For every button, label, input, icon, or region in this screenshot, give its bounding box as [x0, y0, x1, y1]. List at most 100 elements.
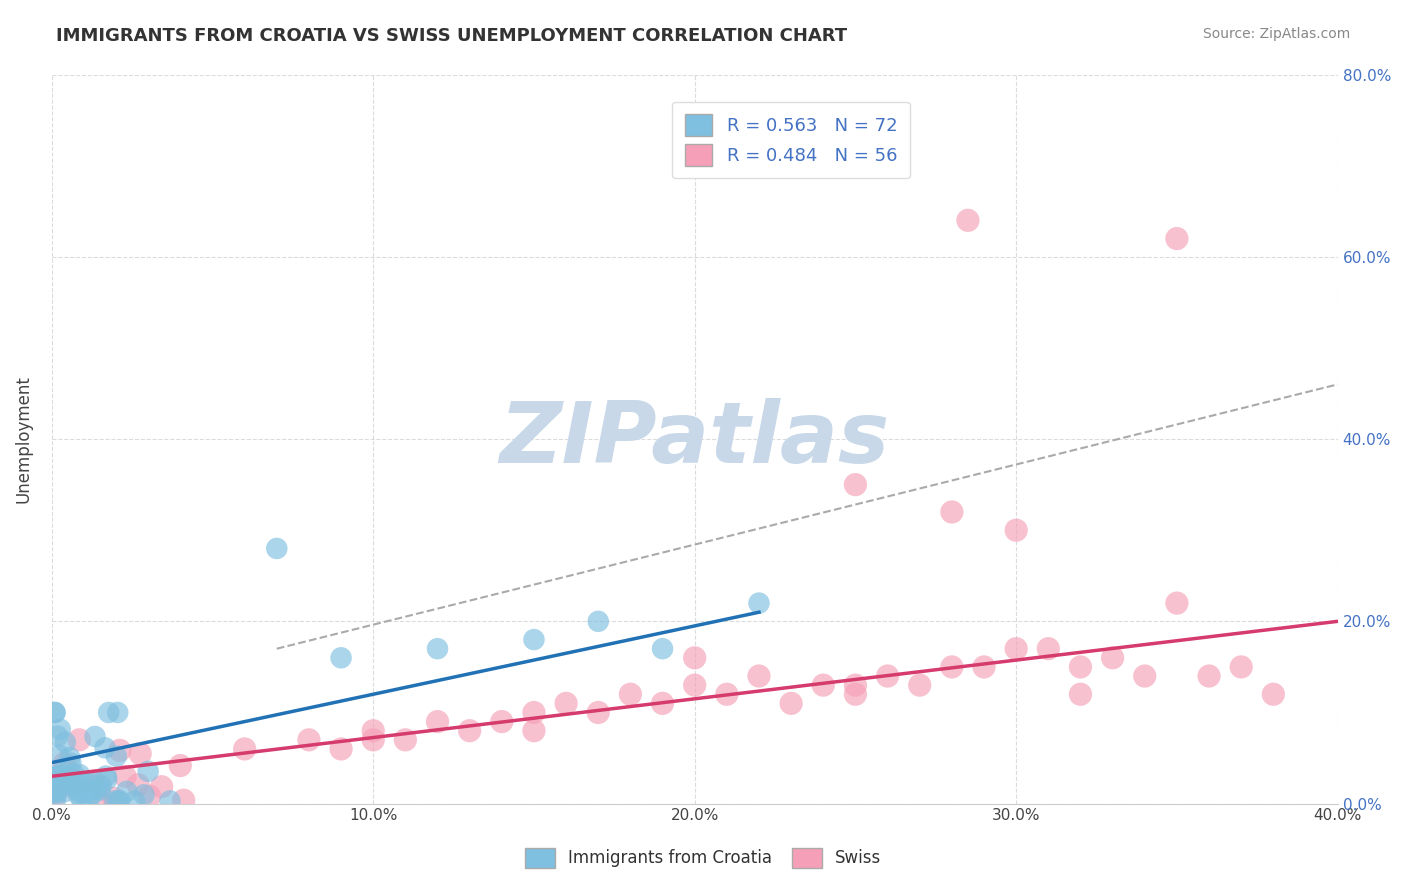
Point	[67, 788, 90, 802]
Point	[69, 784, 91, 798]
Point	[69, 767, 91, 781]
Point	[973, 660, 995, 674]
Point	[426, 714, 449, 729]
Point	[49, 778, 72, 792]
Point	[114, 769, 136, 783]
Point	[46, 782, 69, 797]
Point	[586, 706, 609, 720]
Point	[941, 660, 963, 674]
Point	[107, 706, 129, 720]
Y-axis label: Unemployment: Unemployment	[15, 376, 32, 503]
Point	[1101, 650, 1123, 665]
Point	[56, 777, 79, 791]
Point	[1166, 231, 1188, 245]
Point	[86, 782, 108, 797]
Point	[49, 723, 72, 737]
Point	[361, 723, 384, 738]
Point	[90, 779, 112, 793]
Point	[44, 789, 66, 803]
Point	[150, 780, 173, 794]
Point	[458, 723, 481, 738]
Point	[97, 706, 120, 720]
Point	[136, 764, 159, 779]
Point	[173, 793, 195, 807]
Point	[53, 756, 76, 771]
Point	[748, 669, 770, 683]
Point	[813, 678, 835, 692]
Point	[124, 794, 146, 808]
Legend: R = 0.563   N = 72, R = 0.484   N = 56: R = 0.563 N = 72, R = 0.484 N = 56	[672, 102, 910, 178]
Point	[82, 787, 104, 801]
Point	[70, 794, 93, 808]
Point	[361, 732, 384, 747]
Point	[132, 788, 155, 802]
Point	[44, 706, 66, 720]
Point	[58, 773, 80, 788]
Point	[683, 678, 706, 692]
Point	[169, 758, 191, 772]
Point	[76, 785, 98, 799]
Point	[44, 794, 66, 808]
Point	[53, 784, 76, 798]
Point	[716, 687, 738, 701]
Point	[129, 747, 152, 761]
Point	[1166, 596, 1188, 610]
Point	[94, 740, 117, 755]
Point	[586, 615, 609, 629]
Point	[107, 794, 129, 808]
Point	[523, 632, 546, 647]
Point	[83, 774, 105, 789]
Point	[115, 784, 138, 798]
Point	[941, 505, 963, 519]
Point	[1230, 660, 1253, 674]
Point	[159, 794, 181, 808]
Point	[77, 773, 100, 788]
Point	[844, 687, 866, 701]
Point	[79, 777, 101, 791]
Point	[59, 750, 82, 764]
Point	[1038, 641, 1060, 656]
Point	[330, 742, 353, 756]
Point	[104, 794, 127, 808]
Point	[59, 770, 82, 784]
Point	[298, 732, 321, 747]
Point	[138, 789, 160, 804]
Point	[96, 772, 118, 787]
Point	[48, 747, 70, 762]
Point	[59, 756, 82, 771]
Point	[127, 778, 149, 792]
Point	[79, 783, 101, 797]
Point	[780, 697, 803, 711]
Point	[330, 650, 353, 665]
Point	[91, 795, 114, 809]
Point	[651, 641, 673, 656]
Point	[108, 794, 131, 808]
Point	[72, 774, 94, 789]
Point	[651, 697, 673, 711]
Point	[44, 706, 66, 720]
Point	[94, 769, 117, 783]
Point	[491, 714, 513, 729]
Point	[876, 669, 898, 683]
Point	[46, 729, 69, 743]
Text: ZIPatlas: ZIPatlas	[499, 398, 890, 481]
Point	[84, 730, 107, 744]
Point	[1069, 660, 1091, 674]
Point	[748, 596, 770, 610]
Point	[1198, 669, 1220, 683]
Point	[105, 749, 128, 764]
Point	[1069, 687, 1091, 701]
Point	[523, 706, 546, 720]
Point	[523, 723, 546, 738]
Point	[619, 687, 641, 701]
Point	[89, 783, 111, 797]
Point	[59, 778, 82, 792]
Point	[44, 768, 66, 782]
Point	[44, 770, 66, 784]
Point	[844, 678, 866, 692]
Point	[45, 786, 67, 800]
Point	[108, 743, 131, 757]
Point	[77, 794, 100, 808]
Point	[53, 735, 76, 749]
Legend: Immigrants from Croatia, Swiss: Immigrants from Croatia, Swiss	[517, 841, 889, 875]
